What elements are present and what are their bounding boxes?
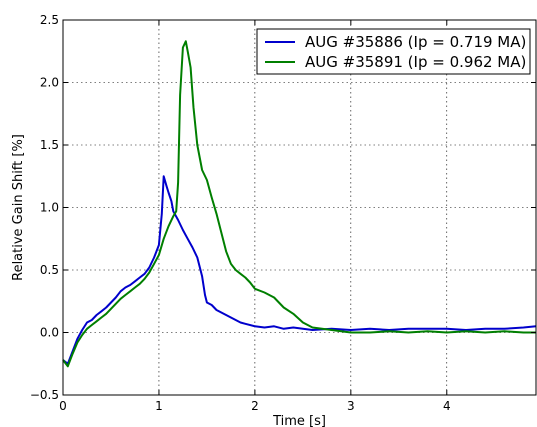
grid-lines: [63, 20, 536, 395]
x-tick-label: 2: [251, 399, 259, 413]
legend-entry-series-2: AUG #35891 (Ip = 0.962 MA): [305, 53, 526, 71]
series-lines: [62, 40, 537, 368]
y-tick-label: 1.0: [40, 201, 59, 215]
axis-ticks: [62, 19, 536, 396]
legend-box: [256, 28, 531, 75]
x-tick-label: 0: [59, 399, 67, 413]
legend: AUG #35886 (Ip = 0.719 MA) AUG #35891 (I…: [256, 28, 531, 75]
x-axis-label: Time [s]: [272, 414, 326, 427]
plot-frame: [62, 19, 537, 396]
y-tick-label: 0.5: [40, 263, 59, 277]
legend-entry-series-1: AUG #35886 (Ip = 0.719 MA): [305, 33, 526, 51]
y-tick-label: 1.5: [40, 138, 59, 152]
y-axis-label: Relative Gain Shift [%]: [11, 134, 26, 281]
x-tick-label: 4: [443, 399, 451, 413]
series-line-1: [62, 175, 537, 365]
series-line-2: [62, 40, 536, 368]
y-tick-label: −0.5: [30, 388, 59, 402]
x-tick-label: 3: [347, 399, 355, 413]
y-tick-label: 0.0: [40, 326, 59, 340]
y-tick-label: 2.5: [40, 13, 59, 27]
tick-labels: 0 1 2 3 4 −0.5 0.0 0.5 1.0 1.5 2.0 2.5: [30, 13, 451, 413]
y-tick-label: 2.0: [40, 76, 59, 90]
x-tick-label: 1: [155, 399, 163, 413]
